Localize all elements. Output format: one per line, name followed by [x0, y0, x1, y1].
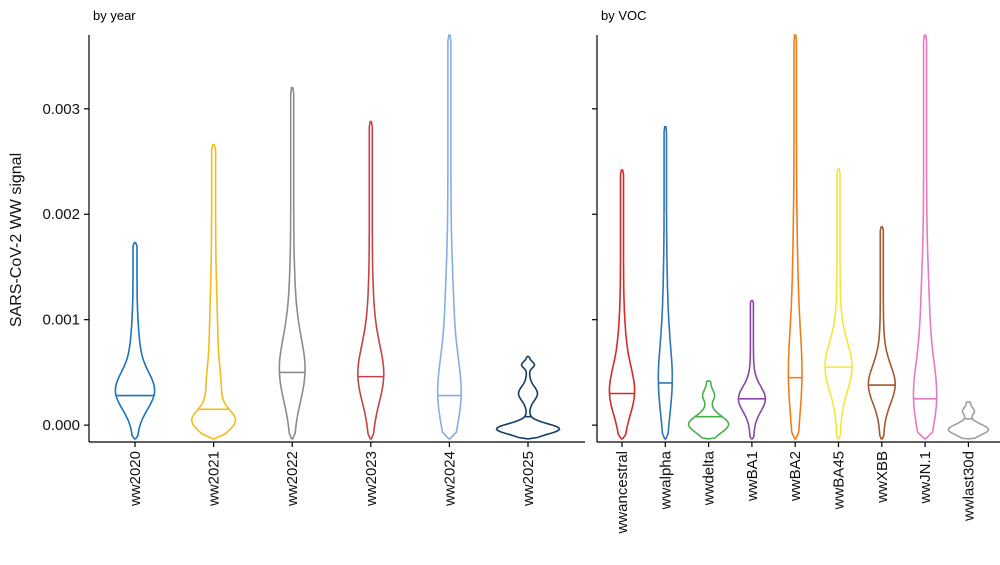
- x-tick-label: wwlast30d: [960, 451, 977, 522]
- panels-group: by year 0.000 0.001 0.002 0.003 ww2020 ww2021 w…: [42, 8, 1000, 535]
- x-tick-label: ww2020: [127, 451, 144, 507]
- y-tick-label: 0.003: [42, 101, 80, 118]
- y-axis-label: SARS-CoV-2 WW signal: [8, 153, 25, 327]
- violin-ww2023: [356, 120, 385, 440]
- violin-wwdelta: [687, 380, 730, 440]
- violin-wwBA1: [737, 299, 767, 440]
- y-tick-label: 0.001: [42, 312, 80, 329]
- x-tick-label: wwdelta: [701, 450, 718, 506]
- violin-wwalpha: [657, 125, 674, 440]
- y-tick-label: 0.002: [42, 206, 80, 223]
- x-tick-label: ww2024: [441, 451, 458, 507]
- violin-ww2020: [114, 241, 156, 440]
- y-tick-label: 0.000: [42, 417, 80, 434]
- x-tick-label: wwBA2: [787, 451, 804, 502]
- violin-ww2021: [190, 143, 237, 440]
- x-tick-label: wwBA1: [744, 451, 761, 502]
- violin-wwXBB: [867, 226, 896, 440]
- violin-ww2025: [495, 355, 561, 440]
- violin-wwlast30d: [947, 401, 990, 440]
- x-tick-label: wwancestral: [614, 451, 631, 535]
- panel-title: by VOC: [601, 8, 647, 23]
- violin-ww2024: [436, 34, 463, 440]
- x-tick-label: ww2025: [520, 451, 537, 507]
- violin-wwancestral: [608, 169, 636, 440]
- panel-2: by VOC wwancestral wwalpha wwdelta wwBA1 wwBA…: [592, 8, 1000, 535]
- x-tick-label: ww2022: [284, 451, 301, 507]
- x-tick-label: wwXBB: [874, 451, 891, 504]
- violin-ww2022: [278, 86, 306, 440]
- violin-wwJN.1: [912, 34, 938, 440]
- panel-1: by year 0.000 0.001 0.002 0.003 ww2020 ww2021 w…: [42, 8, 585, 507]
- violin-wwBA45: [824, 168, 853, 440]
- violin-wwBA2: [787, 34, 803, 440]
- x-tick-label: ww2023: [363, 451, 380, 507]
- x-tick-label: wwalpha: [657, 450, 674, 510]
- x-tick-label: wwBA45: [831, 451, 848, 510]
- x-tick-label: ww2021: [206, 451, 223, 507]
- panel-title: by year: [93, 8, 136, 23]
- x-tick-label: wwJN.1: [917, 451, 934, 505]
